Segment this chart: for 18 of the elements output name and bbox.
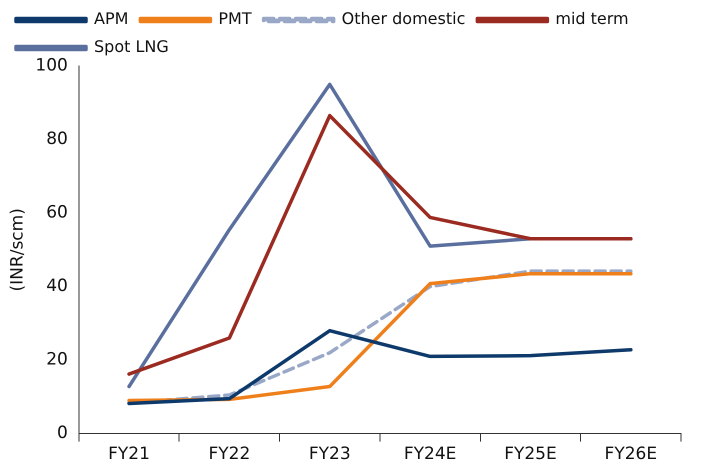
- legend-label: Spot LNG: [94, 37, 169, 56]
- x-tick-label: FY21: [108, 444, 150, 464]
- x-tick-label: FY25E: [504, 444, 557, 464]
- y-tick-label: 40: [46, 276, 68, 296]
- y-tick-label: 20: [46, 350, 68, 370]
- x-tick-label: FY24E: [404, 444, 456, 464]
- y-tick-label: 80: [46, 128, 68, 149]
- legend-label: PMT: [218, 9, 252, 28]
- x-tick-label: FY22: [208, 444, 250, 464]
- legend-label: mid term: [555, 9, 629, 28]
- y-tick-label: 60: [46, 202, 68, 222]
- x-tick-label: FY26E: [604, 444, 658, 464]
- y-axis-title: (INR/scm): [8, 208, 28, 292]
- legend-label: APM: [94, 9, 128, 28]
- legend-label: Other domestic: [342, 9, 466, 28]
- y-tick-label: 100: [35, 55, 68, 76]
- y-tick-label: 0: [57, 423, 68, 444]
- x-tick-label: FY23: [308, 444, 351, 464]
